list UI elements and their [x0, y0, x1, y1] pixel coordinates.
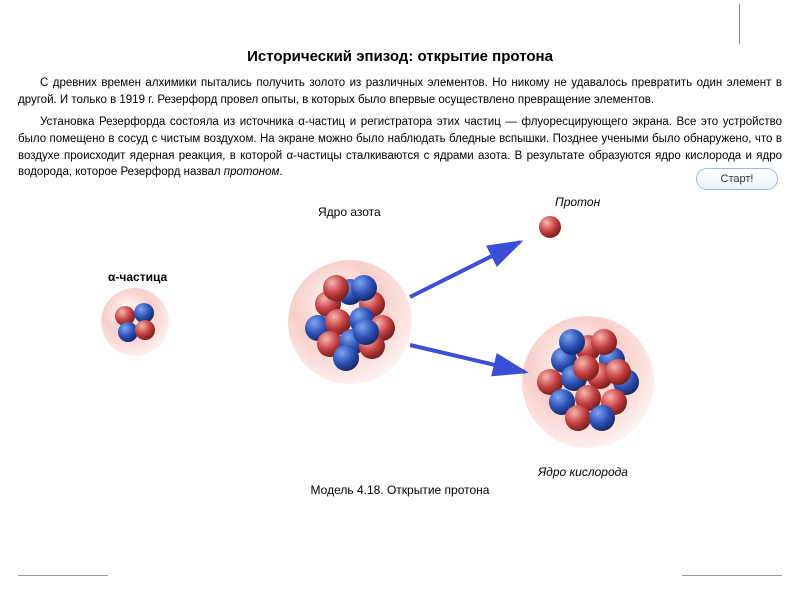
- figure-caption: Модель 4.18. Открытие протона: [0, 483, 800, 497]
- paragraph-1: С древних времен алхимики пытались получ…: [18, 75, 782, 108]
- reaction-diagram: α-частица Ядро азота Протон Ядро кислоро…: [0, 187, 800, 527]
- paragraph-2: Установка Резерфорда состояла из источни…: [18, 114, 782, 181]
- footer-rule-right: [682, 575, 782, 576]
- document-body: Исторический эпизод: открытие протона С …: [0, 0, 800, 181]
- footer-rule-left: [18, 575, 108, 576]
- reaction-arrows: [0, 187, 800, 527]
- paragraph-2-text-b: .: [279, 166, 282, 178]
- decorative-divider: [739, 4, 740, 44]
- page-title: Исторический эпизод: открытие протона: [18, 48, 782, 65]
- paragraph-2-text-a: Установка Резерфорда состояла из источни…: [18, 116, 782, 178]
- paragraph-2-em: протоном: [224, 166, 280, 178]
